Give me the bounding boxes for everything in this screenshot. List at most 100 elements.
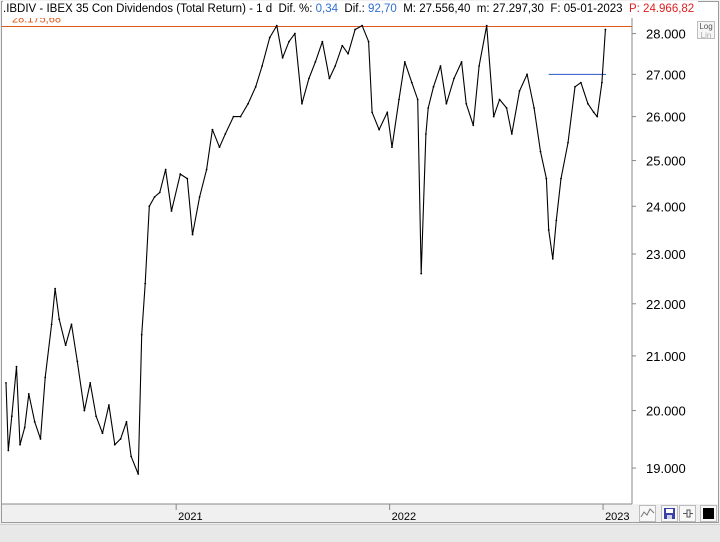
price-point	[403, 61, 406, 63]
price-point	[95, 415, 97, 418]
price-point	[205, 168, 208, 171]
y-tick-label: 27.000	[646, 67, 686, 82]
x-axis-ticks: 2021 2022 2023	[175, 504, 630, 523]
price-point	[498, 98, 501, 101]
y-tick-label: 23.000	[646, 247, 686, 262]
price-point	[58, 318, 61, 321]
price-point	[354, 28, 357, 31]
price-point	[218, 146, 221, 149]
price-points	[5, 24, 607, 475]
price-point	[148, 205, 151, 208]
price-point	[164, 168, 167, 171]
price-point	[19, 443, 21, 446]
price-point	[101, 432, 104, 435]
price-point	[416, 98, 419, 101]
price-point	[108, 404, 110, 406]
price-point	[54, 287, 57, 290]
price-point	[33, 420, 36, 423]
price-point	[555, 219, 558, 222]
price-point	[445, 102, 448, 105]
price-point	[170, 210, 173, 212]
price-point	[398, 98, 400, 101]
price-point	[76, 360, 79, 363]
price-point	[592, 111, 595, 114]
dif-label: Dif.:	[344, 3, 365, 15]
price-point	[50, 323, 53, 326]
price-point	[604, 28, 607, 31]
price-point	[179, 173, 182, 175]
price-point	[15, 365, 18, 368]
index-name: IBEX 35 Con Dividendos (Total Return)	[46, 3, 246, 15]
y-tick-label: 28.000	[646, 27, 686, 42]
price-point	[371, 111, 373, 114]
log-scale-toggle[interactable]: Log Lin	[697, 21, 715, 40]
price-point	[27, 392, 30, 395]
plot-background	[2, 2, 632, 504]
price-point	[308, 77, 310, 80]
price-point	[574, 85, 576, 88]
price-point	[545, 177, 548, 180]
price-point	[64, 344, 67, 347]
price-point	[492, 115, 495, 118]
price-point	[601, 81, 603, 84]
price-point	[472, 124, 475, 127]
interval-text[interactable]: 1 d	[256, 3, 273, 15]
x-tick-label: 2022	[392, 511, 416, 523]
max-value: 27.556,40	[419, 3, 471, 15]
price-point	[510, 133, 513, 135]
price-point	[485, 24, 488, 27]
price-point	[465, 102, 468, 105]
price-point	[386, 111, 389, 114]
date-label: F:	[550, 3, 561, 15]
price-point	[191, 233, 194, 236]
price-point	[518, 90, 521, 92]
price-point	[567, 141, 569, 144]
price-point	[125, 420, 128, 423]
price-point	[89, 382, 92, 384]
y-tick-label: 19.000	[646, 461, 686, 476]
price-value: 24.966,82	[643, 3, 695, 15]
price-point	[10, 415, 13, 418]
price-point	[158, 191, 161, 194]
right-axis-panel	[632, 2, 718, 504]
price-point	[70, 323, 73, 326]
price-point	[432, 85, 435, 88]
price-point	[391, 146, 393, 149]
price-point	[254, 85, 257, 88]
price-point	[44, 376, 47, 379]
price-point	[232, 115, 235, 118]
pin-icon	[683, 509, 693, 518]
price-point	[367, 40, 370, 43]
price-point	[547, 228, 550, 231]
header-info-bar: .IBDIV - IBEX 35 Con Dividendos (Total R…	[3, 1, 699, 18]
price-point	[144, 282, 147, 285]
price-point	[130, 455, 133, 458]
header-separator: -	[245, 3, 257, 15]
pin-button[interactable]	[679, 505, 696, 522]
min-label: m:	[476, 3, 490, 15]
price-point	[140, 333, 143, 336]
price-point	[198, 196, 201, 198]
price-point	[361, 24, 364, 27]
color-picker-button[interactable]	[700, 505, 717, 522]
price-point	[539, 150, 542, 153]
price-point	[261, 65, 264, 67]
price-point	[596, 115, 599, 118]
price-point	[137, 473, 140, 475]
price-point	[341, 44, 344, 47]
chart-style-button[interactable]	[639, 505, 656, 522]
price-point	[23, 426, 26, 429]
price-label: P:	[628, 3, 640, 15]
price-point	[224, 133, 227, 135]
header-separator: -	[36, 3, 47, 15]
y-tick-label: 25.000	[646, 154, 686, 169]
save-button[interactable]	[661, 505, 678, 522]
price-point	[439, 65, 442, 67]
bottom-scroll-strip[interactable]	[0, 524, 720, 542]
price-point	[334, 65, 337, 67]
date-value: 05-01-2023	[563, 3, 623, 15]
price-point	[478, 65, 480, 67]
price-point	[526, 73, 528, 76]
price-point	[579, 81, 582, 84]
